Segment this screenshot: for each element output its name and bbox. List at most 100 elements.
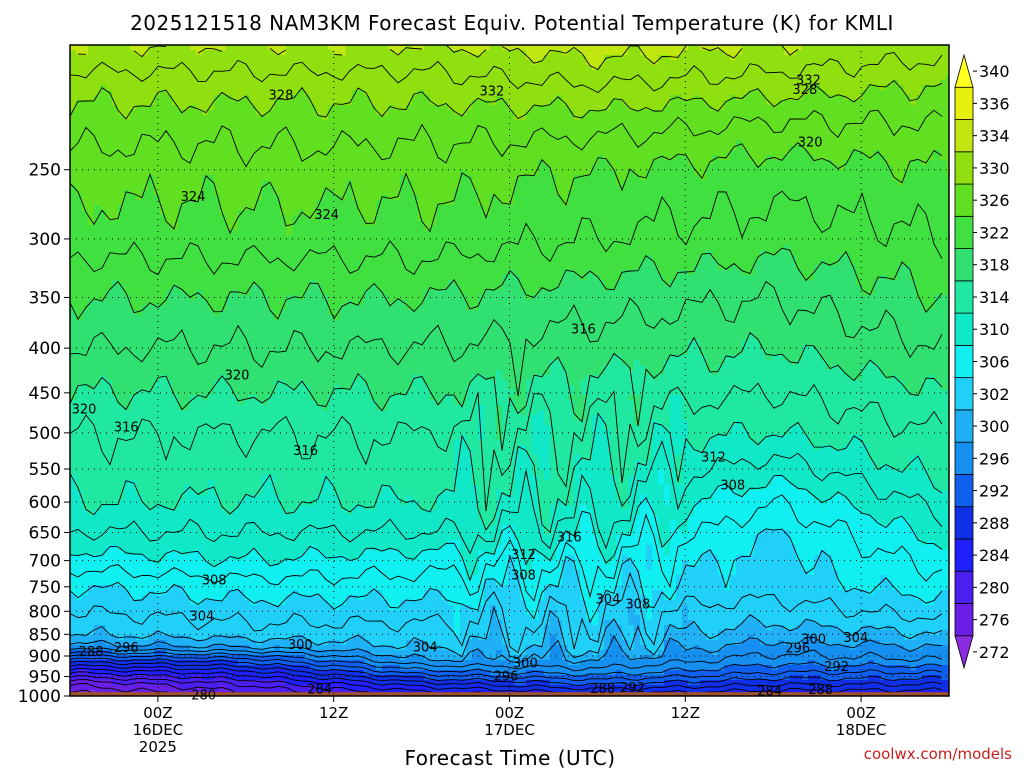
field-cell <box>280 275 287 281</box>
field-cell <box>238 50 245 56</box>
field-cell <box>298 120 305 126</box>
field-cell <box>148 510 155 516</box>
field-cell <box>166 680 173 686</box>
field-cell <box>154 460 161 466</box>
field-cell <box>298 105 305 111</box>
field-cell <box>88 190 95 196</box>
field-cell <box>106 210 113 216</box>
field-cell <box>118 575 125 581</box>
field-cell <box>136 560 143 566</box>
field-cell <box>274 80 281 86</box>
field-cell <box>118 235 125 241</box>
field-cell <box>82 675 89 681</box>
field-cell <box>274 460 281 466</box>
field-cell <box>226 335 233 341</box>
field-cell <box>154 295 161 301</box>
field-cell <box>274 500 281 506</box>
field-cell <box>112 600 119 606</box>
field-cell <box>244 490 251 496</box>
field-cell <box>94 425 101 431</box>
field-cell <box>268 280 275 286</box>
field-cell <box>154 110 161 116</box>
field-cell <box>262 360 269 366</box>
field-cell <box>112 410 119 416</box>
field-cell <box>160 295 167 301</box>
field-cell <box>214 210 221 216</box>
field-cell <box>244 45 251 51</box>
field-cell <box>112 75 119 81</box>
field-cell <box>142 55 149 61</box>
field-cell <box>244 560 251 566</box>
field-cell <box>202 315 209 321</box>
field-cell <box>70 565 77 571</box>
field-cell <box>154 235 161 241</box>
field-cell <box>88 555 95 561</box>
field-cell <box>100 135 107 141</box>
field-cell <box>232 105 239 111</box>
field-cell <box>148 380 155 386</box>
field-cell <box>292 120 299 126</box>
field-cell <box>136 645 143 651</box>
field-cell <box>214 675 221 681</box>
field-cell <box>94 155 101 161</box>
field-cell <box>166 410 173 416</box>
field-cell <box>280 665 287 671</box>
field-cell <box>94 405 101 411</box>
field-cell <box>256 75 263 81</box>
field-cell <box>286 75 293 81</box>
field-cell <box>250 585 257 591</box>
field-cell <box>244 195 251 201</box>
field-cell <box>208 550 215 556</box>
field-cell <box>232 340 239 346</box>
field-cell <box>178 80 185 86</box>
field-cell <box>226 570 233 576</box>
field-cell <box>292 250 299 256</box>
field-cell <box>292 360 299 366</box>
field-cell <box>112 405 119 411</box>
field-cell <box>214 500 221 506</box>
field-cell <box>226 80 233 86</box>
field-cell <box>208 290 215 296</box>
field-cell <box>160 320 167 326</box>
field-cell <box>208 185 215 191</box>
field-cell <box>148 535 155 541</box>
field-cell <box>178 525 185 531</box>
field-cell <box>76 140 83 146</box>
field-cell <box>280 65 287 71</box>
field-cell <box>232 255 239 261</box>
field-cell <box>286 385 293 391</box>
field-cell <box>280 660 287 666</box>
field-cell <box>256 505 263 511</box>
field-cell <box>280 305 287 311</box>
field-cell <box>208 60 215 66</box>
field-cell <box>70 115 77 121</box>
field-cell <box>268 305 275 311</box>
field-cell <box>286 495 293 501</box>
field-cell <box>100 350 107 356</box>
field-cell <box>268 425 275 431</box>
field-cell <box>292 315 299 321</box>
field-cell <box>196 170 203 176</box>
field-cell <box>244 630 251 636</box>
field-cell <box>190 680 197 686</box>
field-cell <box>124 190 131 196</box>
field-cell <box>124 435 131 441</box>
field-cell <box>76 75 83 81</box>
field-cell <box>268 605 275 611</box>
field-cell <box>238 495 245 501</box>
field-cell <box>292 620 299 626</box>
field-cell <box>82 245 89 251</box>
field-cell <box>166 440 173 446</box>
field-cell <box>274 245 281 251</box>
field-cell <box>178 530 185 536</box>
field-cell <box>154 555 161 561</box>
field-cell <box>274 170 281 176</box>
field-cell <box>244 270 251 276</box>
field-cell <box>130 685 137 691</box>
field-cell <box>106 280 113 286</box>
field-cell <box>292 75 299 81</box>
field-cell <box>244 445 251 451</box>
field-cell <box>112 640 119 646</box>
field-cell <box>280 195 287 201</box>
field-cell <box>262 520 269 526</box>
